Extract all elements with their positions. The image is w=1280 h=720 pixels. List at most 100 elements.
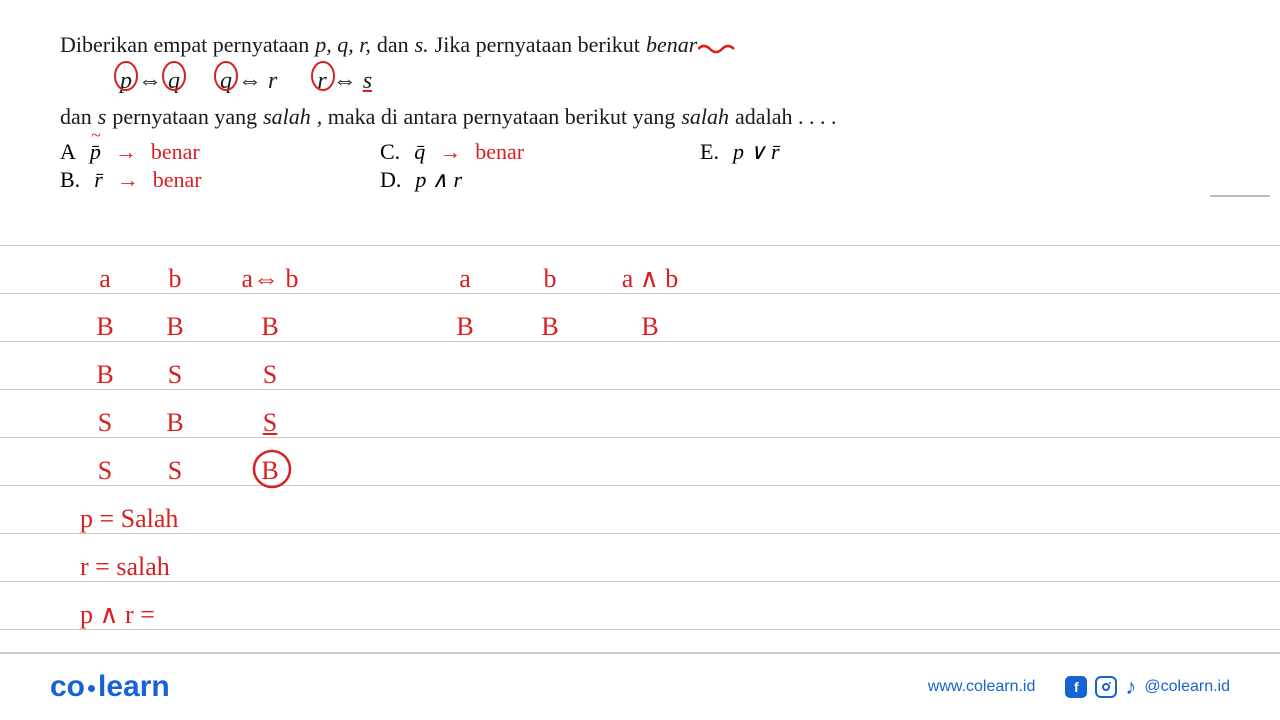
opt-a-sym: p̄ bbox=[90, 139, 101, 165]
opt-e-label: E. bbox=[700, 139, 719, 165]
opt-a-label: A bbox=[60, 139, 76, 165]
td-inner: B bbox=[261, 456, 278, 485]
td: B bbox=[500, 312, 600, 342]
options-grid: A p̄ → benar C. q̄ → benar E. p ∨ r̄ B. … bbox=[60, 139, 1220, 193]
td: S bbox=[210, 360, 330, 390]
var-s: s. bbox=[415, 30, 429, 61]
expr3-s: s bbox=[363, 68, 372, 94]
expr1-op: ⇔ bbox=[138, 68, 162, 94]
expr1-q: q bbox=[168, 68, 180, 94]
truth-tables: a b a⇔ b B B B B S S S B S S S B bbox=[70, 255, 700, 495]
td: B bbox=[210, 312, 330, 342]
ring-q1: q bbox=[168, 65, 180, 99]
intro-text-2: dan bbox=[377, 30, 409, 61]
td: S bbox=[70, 408, 140, 438]
td: B bbox=[600, 312, 700, 342]
expr-1: p ⇔ q bbox=[120, 65, 180, 99]
opt-a-ann: benar bbox=[151, 139, 200, 165]
th: b bbox=[500, 264, 600, 294]
opt-c-label: C. bbox=[380, 139, 400, 165]
td: B bbox=[70, 312, 140, 342]
logo-part1: co bbox=[50, 670, 85, 703]
ring-r: r bbox=[317, 65, 326, 99]
expressions-row: p ⇔ q q ⇔ r r ⇔ s bbox=[60, 65, 1220, 99]
l2-2: pernyataan yang bbox=[112, 102, 257, 133]
td: B bbox=[210, 456, 330, 486]
rule-line bbox=[0, 245, 1280, 246]
td: B bbox=[140, 312, 210, 342]
circled-value: B bbox=[261, 456, 278, 486]
opt-c-sym: q̄ bbox=[414, 139, 425, 165]
table-header: a b a ∧ b bbox=[430, 255, 700, 303]
truth-table-2: a b a ∧ b B B B bbox=[430, 255, 700, 495]
table-row: B B B bbox=[70, 303, 330, 351]
opt-c-ann: benar bbox=[475, 139, 524, 165]
arrow-icon: → bbox=[117, 167, 139, 193]
td: S bbox=[140, 360, 210, 390]
option-b: B. r̄ → benar bbox=[60, 167, 380, 193]
social-icons: f ♪ @colearn.id bbox=[1065, 674, 1230, 700]
problem-line-2: dan s pernyataan yang salah , maka di an… bbox=[60, 102, 1220, 133]
option-a: A p̄ → benar bbox=[60, 139, 380, 165]
truth-table-1: a b a⇔ b B B B B S S S B S S S B bbox=[70, 255, 330, 495]
td: S bbox=[210, 408, 330, 438]
instagram-icon[interactable] bbox=[1095, 676, 1117, 698]
arrow-icon: → bbox=[439, 139, 461, 165]
th: a bbox=[430, 264, 500, 294]
rule-line bbox=[0, 533, 1280, 534]
ring-q2: q bbox=[220, 65, 232, 99]
td: S bbox=[70, 456, 140, 486]
opt-b-ann: benar bbox=[153, 167, 202, 193]
logo: colearn bbox=[50, 670, 170, 704]
opt-b-label: B. bbox=[60, 167, 80, 193]
table-row: B S S bbox=[70, 351, 330, 399]
footer-handle[interactable]: @colearn.id bbox=[1144, 678, 1230, 696]
l2-4: adalah . . . . bbox=[735, 102, 836, 133]
eq-3: p ∧ r = bbox=[80, 591, 178, 639]
opt-d-label: D. bbox=[380, 167, 401, 193]
th: b bbox=[140, 264, 210, 294]
expr2-r: r bbox=[268, 68, 277, 94]
eq-1: p = Salah bbox=[80, 495, 178, 543]
footer-url[interactable]: www.colearn.id bbox=[928, 678, 1036, 696]
l2-3: , maka di antara pernyataan berikut yang bbox=[317, 102, 676, 133]
intro-text-1: Diberikan empat pernyataan bbox=[60, 30, 309, 61]
equations-block: p = Salah r = salah p ∧ r = bbox=[80, 495, 178, 639]
expr-2: q ⇔ r bbox=[220, 65, 277, 99]
opt-e-sym: p ∨ r̄ bbox=[733, 139, 780, 165]
divider-dash bbox=[1210, 195, 1270, 197]
option-d: D. p ∧ r bbox=[380, 167, 700, 193]
problem-block: Diberikan empat pernyataan p, q, r, dan … bbox=[0, 0, 1280, 193]
arrow-icon: → bbox=[115, 139, 137, 165]
facebook-icon[interactable]: f bbox=[1065, 676, 1087, 698]
word-benar: benar bbox=[646, 30, 697, 61]
logo-dot-icon bbox=[88, 685, 95, 692]
underline-squiggle-icon bbox=[698, 43, 738, 55]
td: B bbox=[430, 312, 500, 342]
expr2-op: ⇔ bbox=[238, 68, 262, 94]
vars-pqr: p, q, r, bbox=[315, 30, 371, 61]
opt-b-sym: r̄ bbox=[94, 167, 103, 193]
table-row: S B S bbox=[70, 399, 330, 447]
eq-2: r = salah bbox=[80, 543, 178, 591]
table-header: a b a⇔ b bbox=[70, 255, 330, 303]
td: B bbox=[70, 360, 140, 390]
l2-1: dan bbox=[60, 102, 92, 133]
th: a bbox=[70, 264, 140, 294]
rule-line bbox=[0, 629, 1280, 630]
th: a⇔ b bbox=[210, 264, 330, 294]
tiktok-icon[interactable]: ♪ bbox=[1125, 674, 1136, 700]
expr1-p: p bbox=[120, 68, 132, 94]
intro-text-3: Jika pernyataan berikut bbox=[435, 30, 640, 61]
l2-salah: salah bbox=[263, 102, 311, 133]
expr2-q: q bbox=[220, 68, 232, 94]
option-e: E. p ∨ r̄ bbox=[700, 139, 1000, 165]
th: a ∧ b bbox=[600, 264, 700, 294]
footer-bar: colearn www.colearn.id f ♪ @colearn.id bbox=[0, 652, 1280, 720]
expr3-op: ⇔ bbox=[333, 68, 357, 94]
expr3-r: r bbox=[317, 68, 326, 94]
opt-d-sym: p ∧ r bbox=[415, 167, 462, 193]
expr-3: r ⇔ s bbox=[317, 65, 372, 99]
footer-right: www.colearn.id f ♪ @colearn.id bbox=[928, 674, 1230, 700]
td: B bbox=[140, 408, 210, 438]
